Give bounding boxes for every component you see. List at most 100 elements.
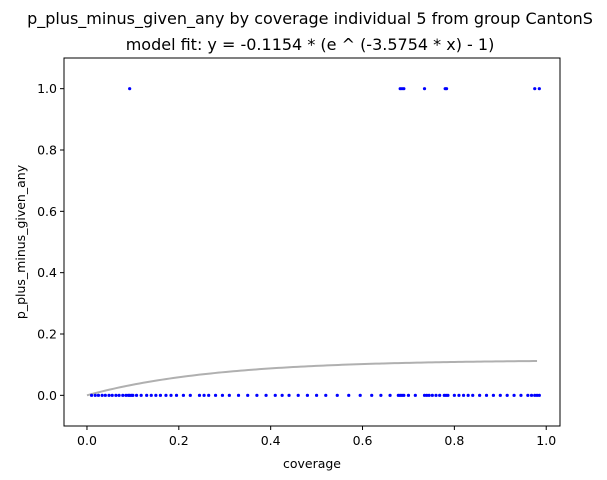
data-point [379, 393, 383, 397]
x-tick-label: 0.4 [261, 433, 281, 448]
data-point [220, 393, 225, 397]
data-point [430, 393, 434, 397]
y-axis-label: p_plus_minus_given_any [13, 164, 28, 319]
chart-title: p_plus_minus_given_any by coverage indiv… [27, 9, 593, 29]
data-point [114, 393, 118, 397]
data-point [466, 393, 470, 397]
data-point [427, 393, 431, 397]
data-point [103, 393, 107, 397]
data-point [110, 393, 114, 397]
data-point [100, 393, 104, 397]
chart-subtitle: model fit: y = -0.1154 * (e ^ (-3.5754 *… [126, 35, 495, 54]
data-point [93, 393, 97, 397]
data-point [529, 393, 534, 397]
x-tick-label: 1.0 [536, 433, 556, 448]
data-point [213, 393, 218, 397]
data-point [452, 393, 456, 397]
data-point [121, 393, 125, 397]
data-point [149, 393, 153, 397]
data-point [131, 393, 135, 397]
data-point [347, 393, 351, 397]
data-point [402, 393, 406, 397]
y-tick-label: 0.6 [37, 204, 57, 219]
data-point [287, 393, 291, 397]
x-axis-label: coverage [283, 456, 341, 471]
data-point [197, 393, 202, 397]
plot-area [63, 57, 561, 427]
data-point [438, 393, 442, 397]
data-point [478, 393, 482, 397]
x-tick-label: 0.8 [444, 433, 464, 448]
data-point [388, 393, 392, 397]
data-point [169, 393, 173, 397]
data-point [188, 393, 192, 397]
data-point [425, 393, 429, 397]
data-point [128, 87, 132, 91]
data-point [139, 393, 143, 397]
fit-curve [86, 360, 538, 397]
data-point [280, 393, 284, 397]
data-point [296, 393, 300, 397]
data-point [227, 393, 231, 397]
data-point [202, 393, 206, 397]
data-point [335, 393, 339, 397]
data-point [505, 393, 509, 397]
data-point [512, 393, 516, 397]
data-point [461, 393, 466, 397]
y-tick-label: 1.0 [37, 81, 57, 96]
data-point [406, 393, 411, 397]
data-point [484, 393, 489, 397]
data-point [124, 393, 128, 397]
data-point [535, 393, 539, 397]
data-point [537, 393, 541, 397]
data-point [154, 393, 158, 397]
data-point [164, 393, 168, 397]
y-tick-label: 0.0 [37, 388, 57, 403]
data-point [246, 393, 250, 397]
data-point [181, 393, 186, 397]
data-point [314, 393, 319, 397]
data-point [158, 393, 163, 397]
y-tick-label: 0.8 [37, 143, 57, 158]
data-point [174, 393, 179, 397]
data-point [526, 393, 530, 397]
data-point [533, 87, 537, 91]
data-point [422, 87, 427, 91]
data-point [519, 393, 523, 397]
data-point [207, 393, 211, 397]
data-point [422, 393, 427, 397]
data-point [145, 393, 149, 397]
x-axis-ticks: 0.0 0.2 0.4 0.6 0.8 1.0 [77, 426, 556, 448]
data-point [273, 393, 277, 397]
x-tick-label: 0.6 [353, 433, 373, 448]
data-point [236, 393, 241, 397]
data-point [107, 393, 111, 397]
data-point [117, 393, 121, 397]
data-points [89, 87, 541, 397]
data-point [370, 393, 374, 397]
data-point [96, 393, 101, 397]
data-point [533, 393, 537, 397]
data-point [89, 393, 94, 397]
data-point [305, 393, 310, 397]
data-point [255, 393, 259, 397]
data-point [471, 393, 475, 397]
data-point [446, 393, 450, 397]
data-point [491, 393, 496, 397]
y-tick-label: 0.2 [37, 327, 57, 342]
data-point [413, 393, 417, 397]
data-point [498, 393, 502, 397]
data-point [324, 393, 328, 397]
y-axis-ticks: 0.0 0.2 0.4 0.6 0.8 1.0 [37, 81, 64, 403]
x-tick-label: 0.0 [77, 433, 97, 448]
data-point [444, 87, 449, 91]
y-tick-label: 0.4 [37, 265, 57, 280]
data-point [264, 393, 268, 397]
data-point [434, 393, 438, 397]
data-point [358, 393, 362, 397]
x-tick-label: 0.2 [169, 433, 189, 448]
data-point [537, 87, 541, 91]
data-point [134, 393, 139, 397]
data-point [402, 87, 406, 91]
